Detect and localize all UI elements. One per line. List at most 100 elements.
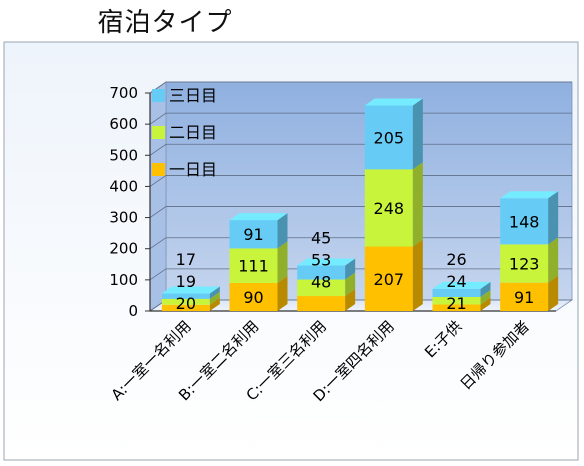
bar-top (161, 286, 220, 294)
data-label: 207 (374, 270, 405, 289)
bar-segment (161, 286, 220, 299)
data-label: 26 (446, 250, 466, 269)
data-label: 21 (446, 294, 466, 313)
data-label: 205 (374, 128, 405, 147)
gridline (149, 206, 572, 218)
bar-front (297, 296, 346, 311)
data-label: 123 (509, 255, 540, 274)
legend-swatch (152, 126, 165, 139)
data-label: 248 (374, 199, 405, 218)
bar-front (297, 279, 346, 297)
bar-segment (229, 275, 288, 311)
bar-side (345, 258, 356, 280)
bar-segment (364, 162, 423, 247)
bar-segment (432, 289, 491, 305)
bar-front (297, 265, 346, 280)
bar-segment (500, 275, 559, 311)
bar-front (364, 246, 413, 311)
bar-top (500, 191, 559, 199)
bar-side (277, 213, 288, 249)
gridline (149, 268, 572, 281)
y-tick-label: 300 (109, 209, 138, 227)
bar-front (500, 244, 549, 283)
bar-side (412, 98, 423, 170)
y-tick-label: 0 (128, 302, 138, 320)
bar-top (229, 213, 288, 221)
y-tick-label: 100 (109, 271, 138, 289)
bar-front (229, 220, 278, 249)
bar-side (480, 297, 491, 311)
data-label: 148 (509, 212, 540, 231)
bar-segment (364, 239, 423, 311)
data-label: 19 (176, 272, 196, 291)
bar-segment (297, 289, 356, 311)
y-tick-label: 500 (109, 146, 138, 164)
data-label: 90 (243, 288, 263, 307)
bar-front (161, 304, 210, 311)
bar-side (480, 281, 491, 297)
bar-front (500, 282, 549, 311)
bar-front (364, 105, 413, 170)
bar-side (548, 191, 559, 245)
bar-segment (432, 281, 491, 297)
bar-front (432, 304, 481, 311)
data-label: 24 (446, 272, 466, 291)
bar-top (432, 281, 491, 289)
bar-front (432, 296, 481, 305)
bar-side (548, 275, 559, 311)
data-label: 48 (311, 273, 331, 292)
chart-title: 宿泊タイプ (97, 8, 233, 38)
bar-segment (297, 258, 356, 280)
bar-segment (364, 98, 423, 170)
data-label: 91 (243, 225, 263, 244)
bar-side (412, 162, 423, 247)
bar-segment (161, 297, 220, 311)
bar-segment (500, 191, 559, 245)
bar-side (345, 289, 356, 311)
data-label: 17 (176, 250, 196, 269)
bar-front (500, 198, 549, 245)
y-tick-label: 200 (109, 240, 138, 258)
legend-item: 一日目 (152, 160, 217, 179)
y-tick-label: 400 (109, 177, 138, 195)
legend-label: 一日目 (169, 160, 217, 179)
bar-front (161, 298, 210, 305)
data-label: 91 (514, 288, 534, 307)
bar-side (480, 289, 491, 305)
side-wall (149, 81, 167, 312)
bar-front (229, 282, 278, 311)
bar-side (412, 239, 423, 311)
legend-swatch (152, 89, 165, 102)
legend-label: 二日目 (169, 123, 217, 142)
bar-segment (432, 297, 491, 311)
data-label: 111 (238, 257, 269, 276)
y-tick-label: 700 (109, 84, 138, 102)
data-label: 53 (311, 251, 331, 270)
bar-side (209, 291, 220, 305)
legend-label: 三日目 (169, 86, 217, 105)
bar-side (209, 286, 220, 299)
bar-side (209, 297, 220, 311)
gridline (149, 237, 572, 250)
gridline (149, 175, 572, 187)
bar-segment (229, 241, 288, 283)
bar-front (161, 293, 210, 299)
data-label: 20 (176, 294, 196, 313)
bar-front (364, 169, 413, 247)
bar-side (548, 237, 559, 283)
gridline (149, 143, 572, 156)
bar-side (345, 272, 356, 297)
legend-item: 三日目 (152, 86, 217, 105)
bar-side (277, 241, 288, 283)
bar-segment (297, 272, 356, 297)
y-tick-label: 600 (109, 115, 138, 133)
bar-front (432, 288, 481, 297)
gridline (149, 112, 572, 125)
legend-swatch (152, 163, 165, 176)
bar-segment (500, 237, 559, 283)
bar-side (277, 275, 288, 311)
bar-segment (229, 213, 288, 249)
bar-top (297, 258, 356, 266)
bar-top (364, 98, 423, 106)
